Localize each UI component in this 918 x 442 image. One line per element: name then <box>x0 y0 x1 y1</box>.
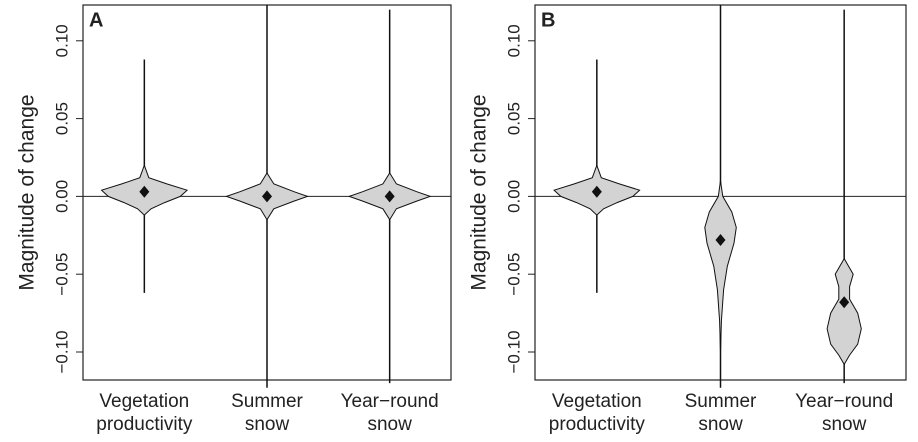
x-tick-label: Year−round <box>795 391 893 412</box>
mean-marker <box>384 190 395 203</box>
panel-label: A <box>89 9 103 31</box>
violin-body <box>826 257 862 366</box>
x-tick-label: Summer <box>231 391 303 412</box>
mean-marker <box>262 190 272 203</box>
x-tick-label: Vegetation <box>552 391 642 412</box>
y-tick-label: 0.00 <box>52 180 71 213</box>
y-tick-label: 0.10 <box>52 24 71 57</box>
mean-marker <box>839 296 850 309</box>
y-tick-label: 0.00 <box>504 180 523 213</box>
x-tick-label: productivity <box>96 414 193 435</box>
x-tick-label: Year−round <box>341 391 439 412</box>
x-tick-label: snow <box>245 414 290 435</box>
y-tick-label: 0.05 <box>52 102 71 135</box>
x-tick-label: Summer <box>685 391 757 412</box>
y-tick-label: 0.10 <box>504 24 523 57</box>
mean-marker <box>715 233 726 246</box>
x-tick-label: snow <box>367 414 412 435</box>
mean-marker <box>591 185 602 198</box>
y-axis-label: Magnitude of change <box>16 94 39 290</box>
y-tick-label: −0.05 <box>504 253 523 296</box>
y-tick-label: −0.10 <box>504 330 523 373</box>
y-tick-label: 0.05 <box>504 102 523 135</box>
y-tick-label: −0.10 <box>52 330 71 373</box>
x-tick-label: snow <box>698 414 743 435</box>
panel-label: B <box>541 9 555 31</box>
violin-body <box>704 180 737 353</box>
x-tick-label: snow <box>822 414 867 435</box>
x-tick-label: Vegetation <box>99 391 189 412</box>
x-tick-label: productivity <box>549 414 646 435</box>
mean-marker <box>139 185 150 198</box>
y-axis-label: Magnitude of change <box>468 94 491 290</box>
y-tick-label: −0.05 <box>52 253 71 296</box>
